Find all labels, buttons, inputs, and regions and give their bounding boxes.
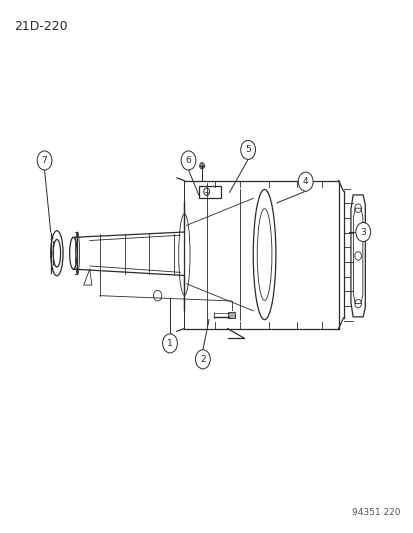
Circle shape xyxy=(355,222,370,241)
Text: 1: 1 xyxy=(167,339,173,348)
Circle shape xyxy=(240,140,255,159)
Text: 5: 5 xyxy=(244,146,250,155)
Circle shape xyxy=(195,350,210,369)
Text: 2: 2 xyxy=(199,355,205,364)
Circle shape xyxy=(203,188,209,196)
Text: 7: 7 xyxy=(42,156,47,165)
Text: 94351 220: 94351 220 xyxy=(351,508,399,517)
Circle shape xyxy=(180,151,195,170)
Text: 6: 6 xyxy=(185,156,191,165)
Circle shape xyxy=(298,172,312,191)
Circle shape xyxy=(162,334,177,353)
Text: 3: 3 xyxy=(360,228,365,237)
Circle shape xyxy=(37,151,52,170)
Circle shape xyxy=(199,163,204,169)
Text: 21D-220: 21D-220 xyxy=(14,20,67,33)
Text: 4: 4 xyxy=(302,177,308,186)
FancyBboxPatch shape xyxy=(228,312,235,318)
